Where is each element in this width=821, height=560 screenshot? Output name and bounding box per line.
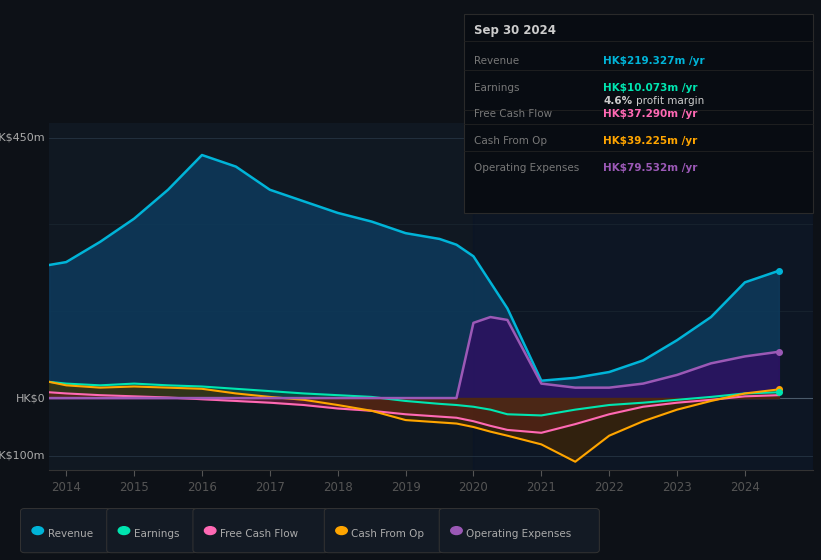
Text: Earnings: Earnings <box>134 529 179 539</box>
Text: Earnings: Earnings <box>474 83 519 92</box>
Text: -HK$100m: -HK$100m <box>0 451 45 461</box>
Text: HK$37.290m /yr: HK$37.290m /yr <box>603 110 698 119</box>
Text: HK$219.327m /yr: HK$219.327m /yr <box>603 56 705 66</box>
Text: Free Cash Flow: Free Cash Flow <box>474 110 552 119</box>
Text: Operating Expenses: Operating Expenses <box>466 529 571 539</box>
Text: Sep 30 2024: Sep 30 2024 <box>474 24 556 36</box>
Text: HK$79.532m /yr: HK$79.532m /yr <box>603 164 698 173</box>
Text: 4.6%: 4.6% <box>603 96 632 106</box>
Text: Revenue: Revenue <box>48 529 93 539</box>
Text: Cash From Op: Cash From Op <box>351 529 424 539</box>
Text: Revenue: Revenue <box>474 56 519 66</box>
Text: profit margin: profit margin <box>636 96 704 106</box>
Text: HK$0: HK$0 <box>16 393 45 403</box>
Text: HK$450m: HK$450m <box>0 133 45 143</box>
Text: HK$39.225m /yr: HK$39.225m /yr <box>603 137 698 146</box>
Text: Cash From Op: Cash From Op <box>474 137 547 146</box>
Text: Free Cash Flow: Free Cash Flow <box>220 529 298 539</box>
Text: Operating Expenses: Operating Expenses <box>474 164 579 173</box>
Text: HK$10.073m /yr: HK$10.073m /yr <box>603 83 698 92</box>
Bar <box>474 123 813 470</box>
